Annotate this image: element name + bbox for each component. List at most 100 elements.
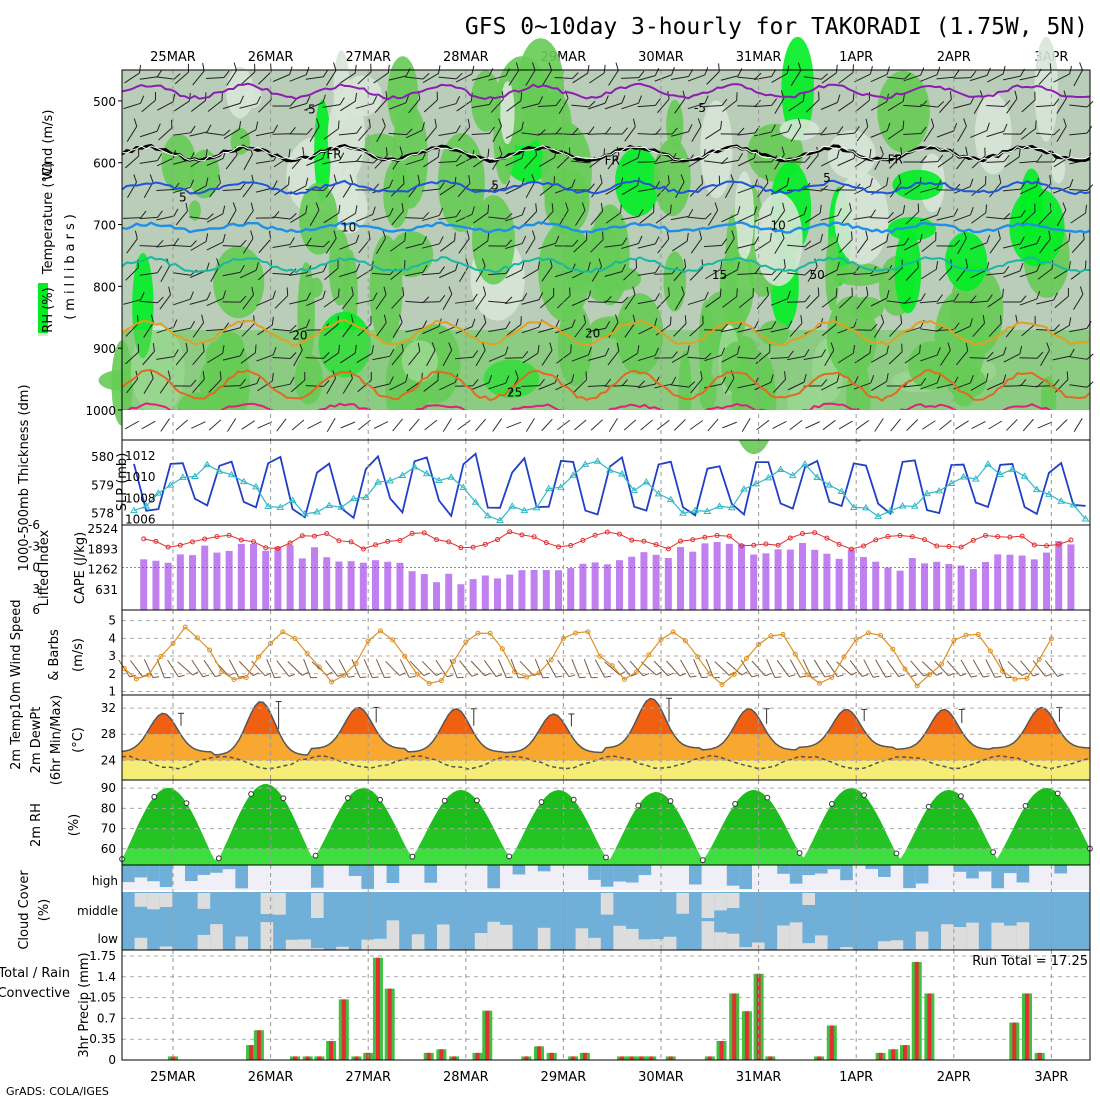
barb-flag	[985, 176, 987, 185]
upper-wind-barb	[173, 179, 195, 194]
cape-bar	[969, 569, 977, 610]
barb-flag	[587, 290, 592, 299]
wind-point	[597, 653, 603, 659]
barb-flag	[254, 344, 257, 353]
barb-shaft	[442, 418, 452, 432]
wind-point	[402, 653, 408, 659]
cloud-high-bar	[953, 865, 967, 872]
barb-flag	[721, 238, 728, 246]
barb-flag	[338, 344, 340, 354]
barb-shaft	[724, 377, 735, 395]
barb-flag	[205, 149, 208, 158]
upper-wind-barb	[820, 261, 840, 279]
upper-wind-barb	[754, 374, 774, 391]
barb-flag	[404, 260, 406, 269]
cloud-low-gap	[500, 924, 513, 950]
barb-shaft	[673, 419, 686, 431]
barb-shaft	[355, 299, 374, 305]
barb-flag	[999, 315, 1002, 324]
barb-flag	[797, 62, 802, 71]
upper-wind-barb	[172, 240, 197, 248]
rh-ylabels: 2m RH (%)	[29, 803, 82, 847]
barb-flag	[553, 287, 555, 297]
barb-flag	[1057, 673, 1064, 677]
barb-flag	[326, 671, 333, 676]
upper-wind-barb	[158, 119, 173, 141]
contour-label: -5	[304, 102, 316, 116]
barb-flag	[937, 101, 945, 108]
barb-flag	[157, 239, 164, 247]
barb-shaft	[855, 420, 870, 430]
contour-label: 20	[292, 329, 307, 343]
barb-flag	[638, 70, 645, 78]
upper-wind-barb	[704, 238, 728, 248]
barb-shaft	[143, 378, 154, 394]
barb-shaft	[637, 187, 656, 193]
barb-shaft	[1005, 419, 1018, 431]
contour-15	[121, 255, 1091, 274]
barb-shaft	[971, 212, 987, 224]
barb-flag	[466, 230, 470, 239]
upper-wind-barb	[638, 317, 658, 335]
rh-point	[344, 795, 351, 801]
upper-wind-barb	[306, 94, 326, 110]
precip-conv-bar	[537, 1046, 541, 1060]
upper-wind-barb	[338, 126, 362, 136]
precip-conv-bar	[914, 961, 919, 1060]
barb-shaft	[439, 381, 456, 391]
upper-wind-barb	[538, 127, 562, 135]
barb-shaft	[385, 660, 400, 676]
contour-minus5	[121, 82, 1091, 101]
upper-wind-barb	[590, 202, 604, 226]
cape-bar	[823, 553, 831, 610]
barb-shaft	[1002, 75, 1021, 81]
barb-flag	[422, 264, 428, 273]
cape-bar	[957, 565, 965, 610]
barb-shaft	[472, 382, 490, 390]
barb-shaft	[339, 100, 356, 112]
barb-flag	[803, 374, 807, 383]
upper-wind-barb	[588, 95, 609, 110]
barb-shaft	[605, 212, 621, 224]
barb-flag	[655, 98, 661, 106]
upper-wind-barb	[670, 69, 694, 81]
upper-wind-barb	[538, 319, 560, 333]
barb-flag	[571, 179, 576, 188]
barb-flag	[422, 212, 430, 219]
upper-wind-barb	[888, 343, 903, 365]
barb-shaft	[424, 126, 437, 142]
wind-point	[682, 638, 688, 644]
barb-shaft	[666, 660, 681, 677]
rh-point	[1054, 790, 1061, 797]
barb-flag	[982, 315, 985, 324]
barb-shaft	[673, 323, 687, 337]
cloud-high-bar	[386, 865, 400, 884]
barb-shaft	[325, 238, 337, 254]
barb-shaft	[624, 322, 636, 338]
upper-wind-barb	[953, 70, 977, 79]
top-date-label: 1APR	[839, 50, 873, 65]
rh-blob	[1009, 188, 1065, 267]
barb-flag	[572, 239, 579, 247]
barb-flag	[770, 374, 774, 383]
barb-shaft	[339, 242, 357, 250]
barb-shaft	[156, 244, 175, 248]
upper-wind-barb	[737, 266, 761, 276]
barb-shaft	[906, 419, 919, 431]
cloud-high-bar	[827, 865, 841, 870]
barb-flag	[769, 344, 771, 353]
upper-wind-barb	[505, 121, 524, 139]
barb-shaft	[637, 104, 656, 108]
barb-flag	[489, 126, 495, 134]
li-point	[287, 540, 293, 546]
rh-point	[603, 854, 609, 861]
barb-flag	[520, 316, 522, 325]
barb-shaft	[272, 383, 291, 389]
surface-wind-barb	[838, 420, 853, 430]
barb-shaft	[973, 97, 984, 115]
barb-flag	[1034, 315, 1036, 325]
upper-wind-barb	[787, 294, 811, 303]
barb-flag	[700, 370, 703, 380]
wind-point	[841, 654, 847, 660]
